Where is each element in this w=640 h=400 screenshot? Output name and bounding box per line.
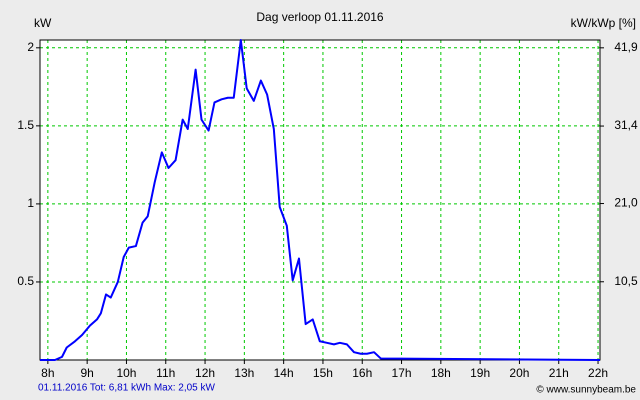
y-tick-label: 2	[27, 40, 34, 54]
x-tick-label: 21h	[549, 366, 569, 380]
x-tick-label: 8h	[41, 366, 54, 380]
x-tick-label: 14h	[274, 366, 294, 380]
y2-tick-label: 21,0	[614, 196, 638, 210]
x-tick-label: 18h	[431, 366, 451, 380]
footer-credit: © www.sunnybeam.be	[536, 385, 636, 396]
footer-summary: 01.11.2016 Tot: 6,81 kWh Max: 2,05 kW	[38, 383, 216, 394]
x-tick-label: 22h	[588, 366, 608, 380]
x-tick-label: 10h	[116, 366, 136, 380]
x-tick-label: 9h	[80, 366, 93, 380]
y-tick-label: 1.5	[17, 118, 34, 132]
y2-axis-label: kW/kWp [%]	[571, 16, 636, 30]
x-tick-label: 11h	[156, 366, 175, 380]
plot-area	[40, 40, 600, 360]
x-tick-label: 12h	[195, 366, 215, 380]
y-tick-label: 1	[27, 196, 34, 210]
y2-tick-label: 10,5	[614, 274, 638, 288]
power-line	[40, 39, 601, 361]
x-tick-label: 13h	[234, 366, 254, 380]
y-axis-label: kW	[34, 16, 52, 30]
chart-title: Dag verloop 01.11.2016	[256, 10, 384, 24]
y2-tick-label: 41,9	[614, 40, 638, 54]
x-tick-label: 17h	[392, 366, 412, 380]
plot-frame	[39, 39, 601, 361]
x-tick-label: 16h	[352, 366, 372, 380]
x-tick-label: 20h	[509, 366, 529, 380]
x-tick-label: 15h	[313, 366, 333, 380]
y2-tick-label: 31,4	[614, 118, 638, 132]
y-tick-label: 0.5	[17, 274, 34, 288]
x-tick-label: 19h	[470, 366, 490, 380]
